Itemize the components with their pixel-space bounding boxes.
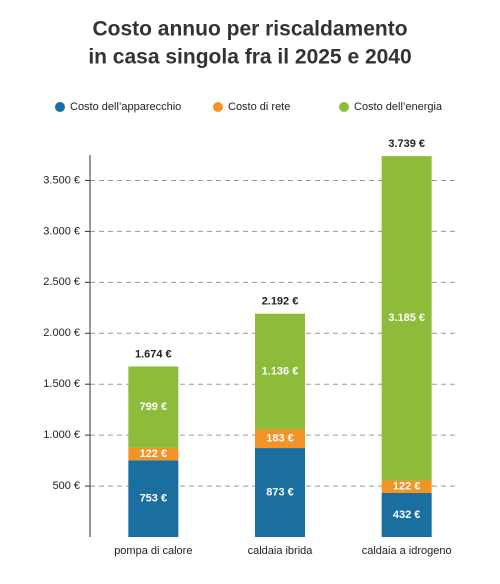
bar-segment bbox=[255, 429, 305, 449]
chart-title: in casa singola fra il 2025 e 2040 bbox=[88, 46, 411, 69]
value-label: 873 € bbox=[266, 486, 294, 498]
bar-segment bbox=[381, 492, 432, 537]
bar-segment bbox=[128, 460, 179, 537]
value-label: 122 € bbox=[393, 481, 421, 493]
x-tick-label: caldaia a idrogeno bbox=[362, 545, 452, 557]
bar-segment bbox=[381, 480, 432, 493]
bar-segment bbox=[128, 447, 179, 461]
y-tick-label: 2.000 € bbox=[43, 327, 80, 339]
value-label: 1.136 € bbox=[262, 365, 299, 377]
bar-segment bbox=[255, 448, 305, 537]
total-label: 3.739 € bbox=[388, 138, 425, 150]
bar-segment bbox=[381, 156, 432, 481]
legend-marker bbox=[55, 102, 65, 112]
bar-segment bbox=[128, 366, 179, 448]
total-label: 2.192 € bbox=[262, 296, 299, 308]
legend-marker bbox=[213, 102, 223, 112]
y-tick-label: 1.000 € bbox=[43, 429, 80, 441]
value-label: 183 € bbox=[266, 433, 294, 445]
value-label: 432 € bbox=[393, 509, 421, 521]
y-tick-label: 1.500 € bbox=[43, 378, 80, 390]
value-label: 122 € bbox=[140, 448, 168, 460]
value-label: 799 € bbox=[140, 401, 168, 413]
y-tick-label: 3.000 € bbox=[43, 225, 80, 237]
y-tick-label: 3.500 € bbox=[43, 174, 80, 186]
legend-label: Costo di rete bbox=[228, 101, 290, 113]
chart-title: Costo annuo per riscaldamento bbox=[92, 18, 407, 41]
value-label: 3.185 € bbox=[388, 312, 425, 324]
y-tick-label: 2.500 € bbox=[43, 276, 80, 288]
y-tick-label: 500 € bbox=[52, 480, 80, 492]
legend-label: Costo dell’apparecchio bbox=[70, 101, 181, 113]
x-tick-label: caldaia ibrida bbox=[248, 545, 314, 557]
value-label: 753 € bbox=[140, 493, 168, 505]
legend-marker bbox=[339, 102, 349, 112]
legend-label: Costo dell’energia bbox=[354, 101, 443, 113]
x-tick-label: pompa di calore bbox=[114, 545, 192, 557]
total-label: 1.674 € bbox=[135, 348, 172, 360]
bar-segment bbox=[255, 313, 305, 430]
